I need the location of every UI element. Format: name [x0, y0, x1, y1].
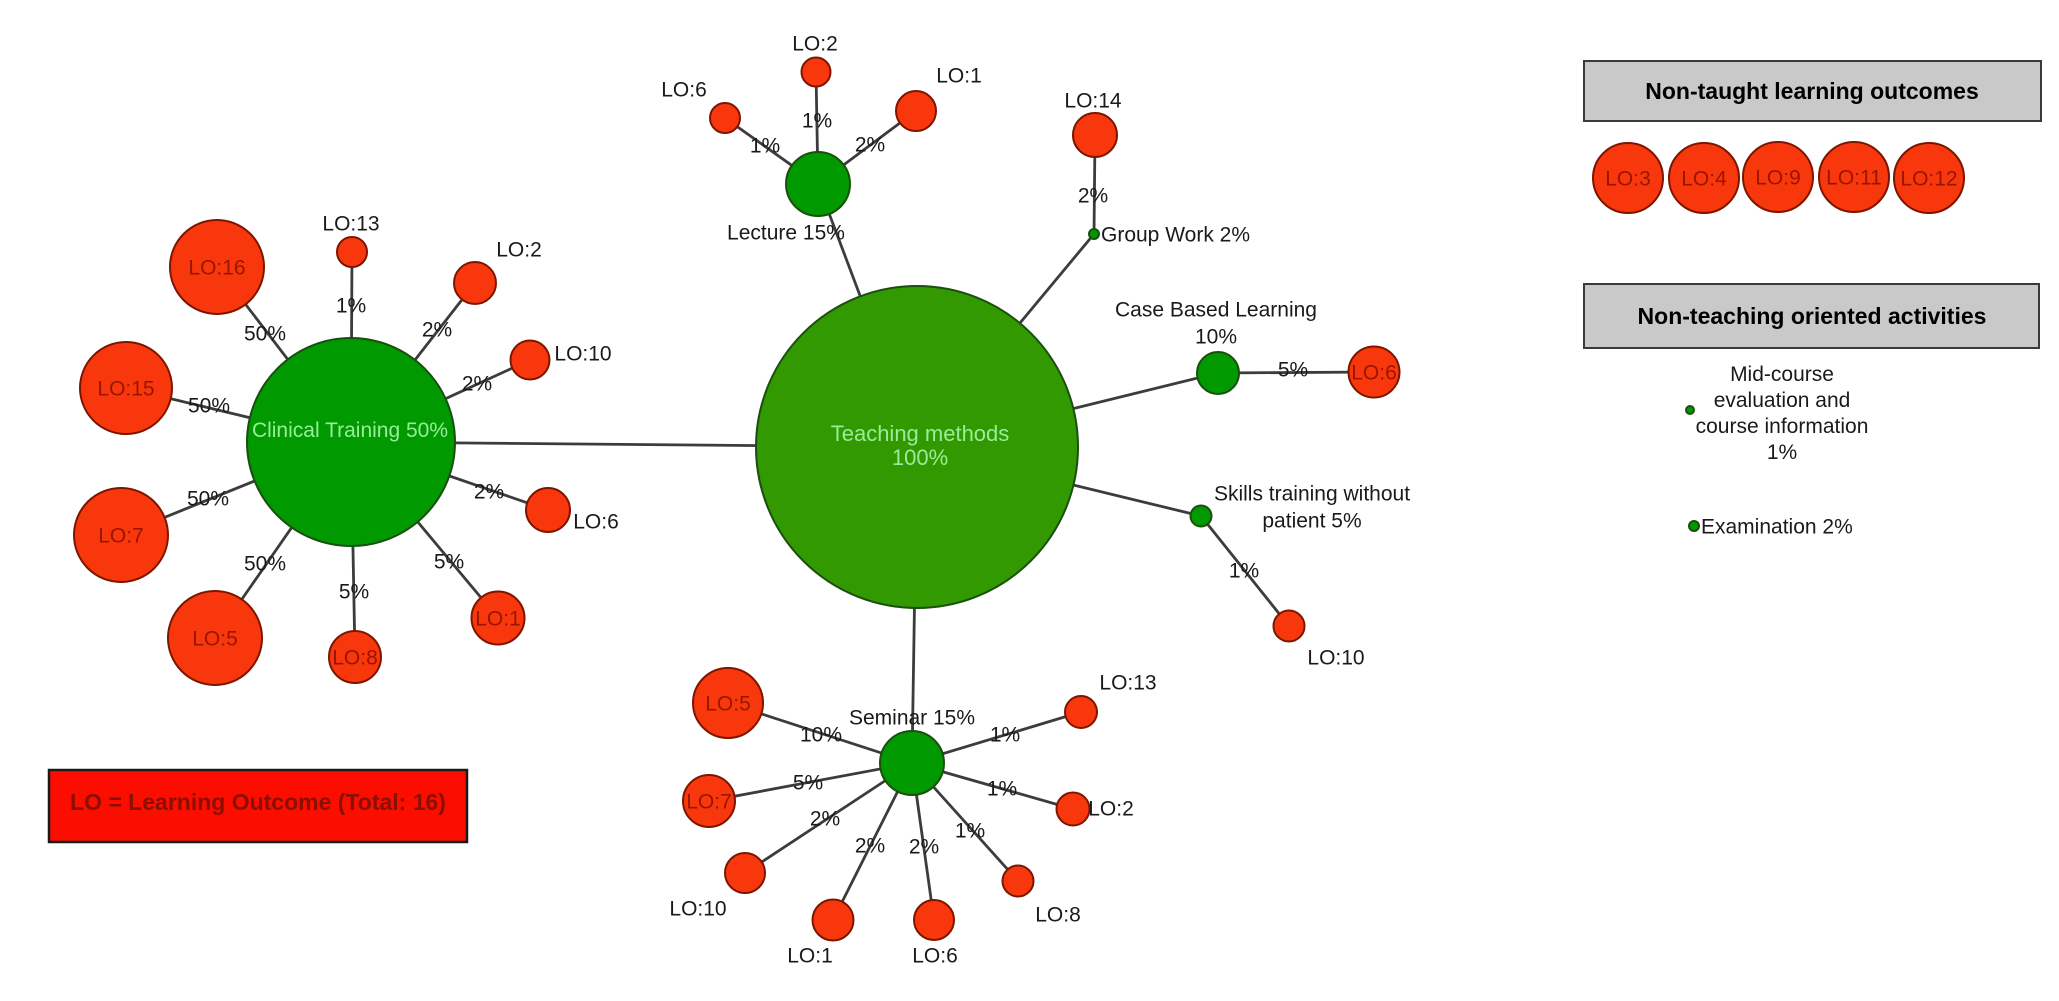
svg-text:LO:2: LO:2 [496, 239, 542, 262]
svg-text:2%: 2% [1078, 185, 1108, 208]
svg-text:Non-teaching oriented activiti: Non-teaching oriented activities [1638, 303, 1987, 329]
svg-text:LO:2: LO:2 [792, 33, 838, 56]
svg-text:LO:8: LO:8 [332, 647, 378, 670]
svg-text:LO:7: LO:7 [98, 525, 144, 548]
svg-text:LO:11: LO:11 [1826, 167, 1882, 190]
svg-text:5%: 5% [339, 581, 369, 604]
svg-text:1%: 1% [750, 135, 780, 158]
svg-text:2%: 2% [422, 319, 452, 342]
svg-text:2%: 2% [462, 373, 492, 396]
svg-text:LO:16: LO:16 [188, 257, 245, 280]
svg-text:Seminar 15%: Seminar 15% [849, 707, 975, 730]
svg-text:2%: 2% [474, 481, 504, 504]
svg-text:LO:10: LO:10 [554, 343, 611, 366]
svg-text:LO:8: LO:8 [1035, 904, 1081, 927]
svg-text:5%: 5% [793, 772, 823, 795]
svg-text:50%: 50% [187, 488, 229, 511]
svg-text:LO:14: LO:14 [1064, 90, 1122, 113]
svg-text:1%: 1% [987, 778, 1017, 801]
svg-text:LO:6: LO:6 [573, 511, 619, 534]
svg-text:10%: 10% [800, 724, 842, 747]
svg-text:LO:15: LO:15 [97, 378, 154, 401]
svg-text:LO:3: LO:3 [1605, 168, 1651, 191]
svg-text:5%: 5% [1278, 359, 1308, 382]
svg-text:2%: 2% [855, 835, 885, 858]
svg-text:Mid-course: Mid-course [1730, 363, 1834, 386]
svg-text:LO:6: LO:6 [912, 945, 958, 968]
svg-text:Examination 2%: Examination 2% [1701, 516, 1853, 539]
svg-text:LO:1: LO:1 [936, 65, 982, 88]
svg-text:LO:6: LO:6 [1351, 362, 1397, 385]
svg-text:LO = Learning Outcome (Total:: LO = Learning Outcome (Total: 16) [70, 789, 446, 815]
svg-text:LO:13: LO:13 [1099, 672, 1156, 695]
svg-text:LO:5: LO:5 [192, 628, 238, 651]
svg-text:patient 5%: patient 5% [1262, 510, 1361, 533]
svg-text:1%: 1% [1229, 560, 1259, 583]
svg-text:Case Based Learning: Case Based Learning [1115, 299, 1317, 322]
svg-text:LO:10: LO:10 [669, 898, 726, 921]
svg-text:50%: 50% [244, 553, 286, 576]
svg-text:LO:5: LO:5 [705, 693, 751, 716]
svg-text:LO:4: LO:4 [1681, 168, 1727, 191]
svg-text:50%: 50% [244, 323, 286, 346]
svg-text:LO:13: LO:13 [322, 213, 379, 236]
svg-text:Lecture 15%: Lecture 15% [727, 222, 845, 245]
svg-text:50%: 50% [188, 395, 230, 418]
svg-text:2%: 2% [909, 836, 939, 859]
svg-text:1%: 1% [336, 295, 366, 318]
svg-text:1%: 1% [955, 820, 985, 843]
svg-text:course information: course information [1696, 415, 1869, 438]
svg-text:2%: 2% [810, 808, 840, 831]
svg-text:Clinical Training 50%: Clinical Training 50% [252, 419, 448, 442]
svg-text:Non-taught learning outcomes: Non-taught learning outcomes [1645, 78, 1979, 104]
svg-text:2%: 2% [855, 134, 885, 157]
svg-text:LO:9: LO:9 [1755, 167, 1801, 190]
svg-text:100%: 100% [892, 445, 948, 470]
svg-text:LO:10: LO:10 [1307, 647, 1364, 670]
svg-text:10%: 10% [1195, 326, 1237, 349]
svg-text:Skills training without: Skills training without [1214, 483, 1410, 506]
svg-text:5%: 5% [434, 551, 464, 574]
svg-text:Group Work 2%: Group Work 2% [1101, 224, 1250, 247]
svg-text:LO:1: LO:1 [787, 945, 833, 968]
svg-text:LO:7: LO:7 [686, 791, 732, 814]
svg-text:1%: 1% [1767, 441, 1797, 464]
svg-text:LO:1: LO:1 [475, 608, 521, 631]
svg-text:1%: 1% [802, 110, 832, 133]
svg-text:LO:2: LO:2 [1088, 798, 1134, 821]
svg-text:LO:6: LO:6 [661, 79, 707, 102]
svg-text:1%: 1% [990, 724, 1020, 747]
svg-text:Teaching methods: Teaching methods [831, 421, 1010, 446]
svg-text:evaluation and: evaluation and [1714, 389, 1851, 412]
svg-text:LO:12: LO:12 [1900, 168, 1957, 191]
